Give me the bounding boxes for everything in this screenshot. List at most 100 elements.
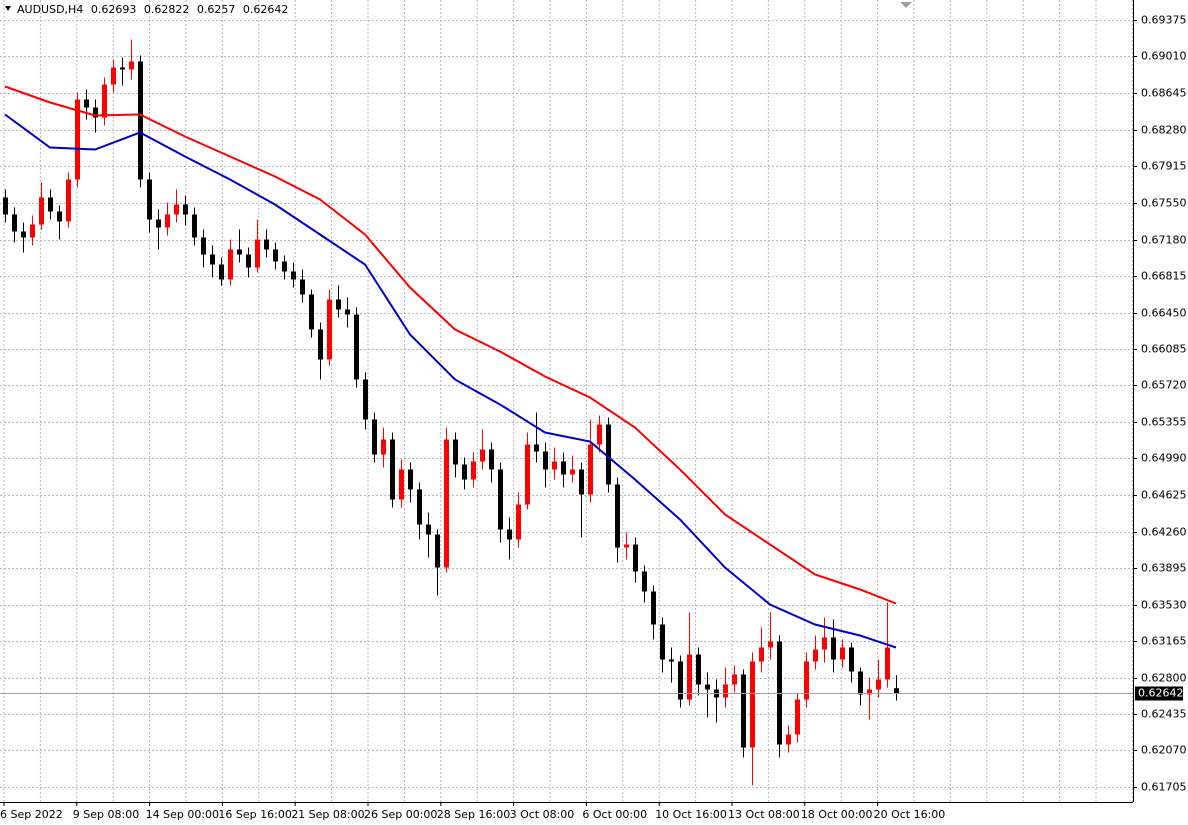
candle-body bbox=[642, 571, 647, 592]
candle-body bbox=[660, 624, 665, 660]
candle-body bbox=[858, 671, 863, 695]
low: 0.6257 bbox=[197, 3, 236, 16]
y-tick-label: 0.63165 bbox=[1141, 635, 1187, 648]
candle-body bbox=[336, 299, 341, 310]
candle-body bbox=[255, 239, 260, 268]
candle-body bbox=[633, 544, 638, 572]
candle-body bbox=[480, 449, 485, 462]
candle-body bbox=[327, 299, 332, 360]
y-tick-label: 0.66815 bbox=[1141, 270, 1187, 283]
candle-body bbox=[597, 424, 602, 445]
candle-body bbox=[156, 219, 161, 228]
y-tick-label: 0.66085 bbox=[1141, 343, 1187, 356]
y-tick-label: 0.69375 bbox=[1141, 14, 1187, 27]
candle-body bbox=[246, 254, 251, 268]
x-tick-label: 18 Oct 00:00 bbox=[801, 808, 873, 821]
candle-body bbox=[372, 419, 377, 455]
candle-body bbox=[489, 449, 494, 470]
candle-body bbox=[309, 294, 314, 330]
y-tick-label: 0.65355 bbox=[1141, 416, 1187, 429]
candle-body bbox=[732, 674, 737, 685]
candle-body bbox=[210, 254, 215, 265]
candle-body bbox=[147, 179, 152, 220]
candle-body bbox=[894, 688, 899, 694]
close: 0.62642 bbox=[243, 3, 289, 16]
candle-body bbox=[57, 211, 62, 222]
candle-body bbox=[174, 204, 179, 215]
candle-body bbox=[102, 84, 107, 118]
candle-body bbox=[354, 314, 359, 380]
candle-body bbox=[543, 451, 548, 470]
y-tick-label: 0.64260 bbox=[1141, 526, 1187, 539]
candle-body bbox=[120, 67, 125, 70]
x-tick-label: 28 Sep 16:00 bbox=[437, 808, 510, 821]
candle-body bbox=[804, 661, 809, 700]
menu-arrow[interactable] bbox=[5, 6, 11, 11]
y-tick-label: 0.63530 bbox=[1141, 599, 1187, 612]
candle-body bbox=[822, 637, 827, 650]
candle-body bbox=[651, 591, 656, 625]
candle-body bbox=[741, 674, 746, 748]
candle-body bbox=[525, 444, 530, 505]
candle-body bbox=[165, 214, 170, 228]
candle-body bbox=[867, 689, 872, 695]
candle-body bbox=[138, 61, 143, 180]
candle-body bbox=[831, 637, 836, 660]
candle-body bbox=[444, 439, 449, 568]
candle-body bbox=[840, 647, 845, 660]
current-price-box bbox=[1135, 686, 1183, 701]
y-tick-label: 0.67915 bbox=[1141, 160, 1187, 173]
current-price-label: 0.62642 bbox=[1138, 687, 1184, 700]
open: 0.62693 bbox=[91, 3, 137, 16]
candle-body bbox=[30, 224, 35, 238]
candle-body bbox=[48, 197, 53, 212]
candle-body bbox=[885, 647, 890, 680]
candle-body bbox=[696, 654, 701, 685]
candle-body bbox=[561, 461, 566, 475]
y-tick-label: 0.65720 bbox=[1141, 379, 1187, 392]
candle-body bbox=[768, 641, 773, 648]
candle-body bbox=[795, 699, 800, 735]
candle-body bbox=[183, 204, 188, 215]
candle-body bbox=[579, 469, 584, 495]
candle-body bbox=[237, 249, 242, 255]
x-tick-label: 16 Sep 16:00 bbox=[218, 808, 291, 821]
chart-header: AUDUSD,H4 0.62693 0.62822 0.6257 0.62642 bbox=[17, 3, 288, 16]
x-tick-label: 6 Sep 2022 bbox=[0, 808, 63, 821]
y-tick-label: 0.61705 bbox=[1141, 781, 1187, 794]
candle-body bbox=[39, 197, 44, 225]
candle-body bbox=[417, 489, 422, 525]
candle-body bbox=[228, 249, 233, 280]
high: 0.62822 bbox=[144, 3, 190, 16]
moving-average bbox=[4, 113, 897, 649]
candle-body bbox=[192, 214, 197, 238]
candle-body bbox=[291, 271, 296, 280]
y-tick-label: 0.64625 bbox=[1141, 489, 1187, 502]
candle-body bbox=[849, 647, 854, 672]
candle-body bbox=[3, 197, 8, 215]
marks bbox=[0, 39, 1133, 786]
candle-body bbox=[264, 239, 269, 250]
candle-body bbox=[273, 249, 278, 262]
candle-body bbox=[21, 231, 26, 238]
y-tick-label: 0.63895 bbox=[1141, 562, 1187, 575]
moving-average bbox=[4, 85, 897, 605]
candle-body bbox=[687, 654, 692, 700]
candle-body bbox=[813, 649, 818, 662]
y-tick-label: 0.67180 bbox=[1141, 234, 1187, 247]
x-tick-label: 10 Oct 16:00 bbox=[655, 808, 727, 821]
candle-body bbox=[462, 464, 467, 480]
candle-body bbox=[453, 439, 458, 465]
x-tick-label: 9 Sep 08:00 bbox=[73, 808, 139, 821]
x-tick-label: 3 Oct 08:00 bbox=[510, 808, 575, 821]
candle-body bbox=[75, 99, 80, 180]
y-tick-label: 0.62800 bbox=[1141, 672, 1187, 685]
y-tick-label: 0.67550 bbox=[1141, 197, 1187, 210]
x-tick-label: 21 Sep 08:00 bbox=[291, 808, 364, 821]
candle-body bbox=[318, 329, 323, 360]
y-tick-label: 0.64990 bbox=[1141, 452, 1187, 465]
candle-body bbox=[300, 279, 305, 295]
candle-body bbox=[624, 544, 629, 548]
